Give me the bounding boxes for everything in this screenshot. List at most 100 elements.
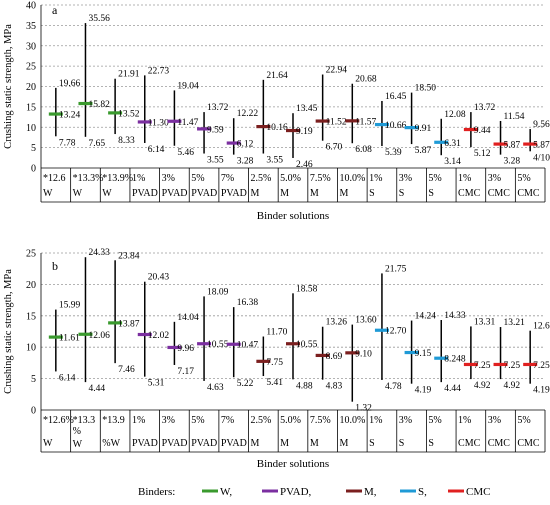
max-label: 9.56 (533, 120, 550, 130)
category-bottom-label: S (399, 188, 405, 199)
category-bottom-label: PVAD (191, 188, 217, 199)
y-axis-title: Crushing static strength, MPa (3, 269, 14, 394)
min-label: 3.28 (237, 157, 254, 167)
category-bottom-label: CMC (458, 188, 481, 199)
legend-label: CMC (466, 486, 490, 498)
y-tick-label: 10 (26, 343, 36, 354)
max-label: 22.73 (148, 66, 170, 76)
category-top-label: 10.0% (339, 173, 365, 184)
mean-label: 9.96 (177, 344, 194, 354)
category-top-label: 7.5% (310, 173, 331, 184)
y-tick-label: 20 (26, 82, 36, 93)
category-top-label: 2.5% (251, 173, 272, 184)
mean-label: 5.87 (533, 141, 550, 151)
category-bottom-label: CMC (517, 438, 540, 449)
legend-label: W, (220, 486, 232, 498)
max-label: 24.33 (88, 248, 110, 258)
category-bottom-label: W (73, 188, 83, 199)
mean-label: 9.15 (415, 349, 432, 359)
mean-label: 10.55 (296, 340, 318, 350)
category-bottom-label: M (251, 438, 260, 449)
mean-label: 13.52 (118, 109, 140, 119)
category-top-label: 3% (399, 173, 412, 184)
mean-label: 8.248 (444, 355, 466, 365)
max-label: 13.21 (504, 318, 526, 328)
min-label: 5.12 (474, 149, 491, 159)
y-tick-label: 15 (26, 102, 36, 113)
category-bottom-label: S (369, 188, 375, 199)
category-top-label: 1% (369, 415, 382, 426)
min-label: 4.44 (444, 384, 461, 394)
min-label: 4.19 (533, 386, 550, 396)
max-label: 20.68 (355, 75, 377, 85)
min-label: 4.44 (88, 384, 105, 394)
legend-label: PVAD, (280, 486, 312, 498)
mean-label: 10.16 (266, 123, 288, 133)
mean-label: 11.61 (59, 334, 80, 344)
mean-label: 6.12 (237, 140, 254, 150)
max-label: 18.58 (296, 284, 318, 294)
legend-title: Binders: (138, 486, 175, 498)
category-bottom-label: M (339, 438, 348, 449)
category-top-label: 7.5% (310, 415, 331, 426)
category-bottom-label: M (310, 438, 319, 449)
category-bottom-label: PVAD (162, 438, 188, 449)
category-top-label: 1% (369, 173, 382, 184)
y-tick-label: 5 (31, 143, 36, 154)
max-label: 13.72 (474, 103, 496, 113)
category-top-label: *13.9 (102, 415, 125, 426)
category-bottom-label: %W (102, 438, 120, 449)
max-label: 16.45 (385, 92, 407, 102)
mean-label: 12.70 (385, 327, 407, 337)
y-tick-label: 10 (26, 123, 36, 134)
min-label: 4.83 (326, 382, 343, 392)
max-label: 35.56 (88, 14, 110, 24)
mean-label: 13.24 (59, 111, 81, 121)
mean-label: 7.25 (533, 361, 550, 371)
max-label: 21.64 (266, 71, 288, 81)
min-label: 5.41 (266, 378, 283, 388)
mean-label: 9.10 (355, 349, 372, 359)
max-label: 14.04 (177, 313, 199, 323)
max-label: 12.08 (444, 110, 466, 120)
legend-label: M, (364, 486, 377, 498)
category-bottom-label: CMC (517, 188, 540, 199)
mean-label: 6.31 (444, 139, 461, 149)
max-label: 20.43 (148, 273, 170, 283)
category-top-label: 5% (191, 173, 204, 184)
mean-label: 10.47 (237, 341, 259, 351)
category-top-label: 10.0% (339, 415, 365, 426)
category-bottom-label: S (369, 438, 375, 449)
max-label: 18.50 (415, 84, 437, 94)
y-tick-label: 25 (26, 249, 36, 260)
legend: Binders: W, PVAD, M, S, CMC (138, 486, 490, 498)
min-label: 3.14 (444, 157, 461, 167)
panel-label: b (52, 259, 58, 273)
category-bottom-label: % (73, 426, 81, 437)
category-top-label: 1% (458, 415, 471, 426)
min-label: 4.92 (504, 381, 521, 391)
max-label: 12.22 (237, 109, 259, 119)
category-bottom-label: M (280, 438, 289, 449)
category-top-label: 1% (132, 415, 145, 426)
mean-label: 8.69 (326, 352, 343, 362)
max-label: 19.04 (177, 81, 199, 91)
min-label: 4.88 (296, 381, 313, 391)
category-bottom-label: PVAD (191, 438, 217, 449)
max-label: 23.84 (118, 251, 140, 261)
category-top-label: 1% (132, 173, 145, 184)
mean-label: 11.47 (177, 118, 198, 128)
max-label: 11.70 (266, 328, 287, 338)
y-tick-label: 20 (26, 280, 36, 291)
category-bottom-label: M (339, 188, 348, 199)
min-label: 4.92 (474, 381, 491, 391)
max-label: 21.91 (118, 70, 140, 80)
category-top-label: 3% (162, 415, 175, 426)
category-top-label: 3% (399, 415, 412, 426)
min-label: 7.65 (88, 139, 105, 149)
min-label: 4.19 (415, 386, 432, 396)
category-top-label: 5% (517, 173, 530, 184)
mean-label: 10.66 (385, 121, 407, 131)
category-top-label: *12.6% (43, 415, 74, 426)
